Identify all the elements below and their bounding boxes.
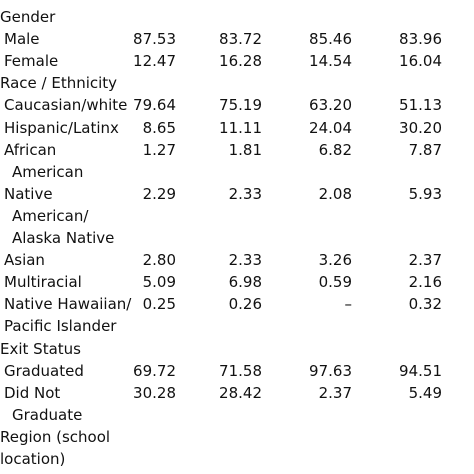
value-cell: 2.33: [228, 184, 262, 203]
value-cell: 79.64: [133, 96, 176, 115]
table-row: Pacific Islander: [0, 315, 474, 337]
value-cell: 2.16: [408, 273, 442, 292]
value-cell: 75.19: [219, 96, 262, 115]
section-heading: Region (school: [0, 427, 111, 446]
value-cell: 6.98: [228, 273, 262, 292]
table-row: Graduate: [0, 404, 474, 426]
value-cell: 24.04: [309, 118, 352, 137]
table-row: Male 87.53 83.72 85.46 83.96: [0, 28, 474, 50]
value-cell: 2.80: [142, 251, 176, 270]
table-row: Did Not 30.28 28.42 2.37 5.49: [0, 382, 474, 404]
value-cell: 2.29: [142, 184, 176, 203]
section-heading: location): [0, 450, 66, 468]
value-cell: 87.53: [133, 30, 176, 49]
value-cell: 94.51: [399, 361, 442, 380]
row-label: Asian: [4, 251, 45, 270]
row-label: Multiracial: [4, 273, 82, 292]
value-cell: 8.65: [142, 118, 176, 137]
value-cell: –: [344, 295, 353, 314]
row-label: Male: [4, 30, 40, 49]
value-cell: 1.81: [228, 140, 262, 159]
section-heading: Gender: [0, 8, 56, 26]
value-cell: 83.72: [219, 30, 262, 49]
table-row: Native 2.29 2.33 2.08 5.93: [0, 183, 474, 205]
section-heading: Exit Status: [0, 339, 81, 358]
table-row: Graduated 69.72 71.58 97.63 94.51: [0, 360, 474, 382]
row-label: African: [4, 140, 57, 159]
table-row: Female 12.47 16.28 14.54 16.04: [0, 50, 474, 72]
value-cell: 30.20: [399, 118, 442, 137]
row-label: Native: [4, 184, 53, 203]
value-cell: 85.46: [309, 30, 352, 49]
value-cell: 63.20: [309, 96, 352, 115]
row-label: Female: [4, 52, 59, 71]
value-cell: 0.32: [408, 295, 442, 314]
value-cell: 7.87: [408, 140, 442, 159]
value-cell: 0.25: [142, 295, 176, 314]
value-cell: 14.54: [309, 52, 352, 71]
value-cell: 16.04: [399, 52, 442, 71]
value-cell: 2.37: [318, 383, 352, 402]
row-label: Pacific Islander: [4, 317, 117, 336]
row-label: Alaska Native: [12, 229, 115, 247]
value-cell: 51.13: [399, 96, 442, 115]
value-cell: 16.28: [219, 52, 262, 71]
row-label: Did Not: [4, 383, 61, 402]
table-row: Asian 2.80 2.33 3.26 2.37: [0, 249, 474, 271]
value-cell: 83.96: [399, 30, 442, 49]
value-cell: 6.82: [318, 140, 352, 159]
value-cell: 2.33: [228, 251, 262, 270]
value-cell: 97.63: [309, 361, 352, 380]
table-row: Hispanic/Latinx 8.65 11.11 24.04 30.20: [0, 117, 474, 139]
table-row: Multiracial 5.09 6.98 0.59 2.16: [0, 271, 474, 293]
value-cell: 11.11: [219, 118, 262, 137]
row-label: American/: [12, 206, 89, 225]
value-cell: 3.26: [318, 251, 352, 270]
section-row: Race / Ethnicity: [0, 72, 474, 94]
row-label: American: [12, 162, 84, 181]
value-cell: 5.09: [142, 273, 176, 292]
table-row: Caucasian/white 79.64 75.19 63.20 51.13: [0, 94, 474, 116]
value-cell: 12.47: [133, 52, 176, 71]
value-cell: 5.49: [408, 383, 442, 402]
value-cell: 71.58: [219, 361, 262, 380]
value-cell: 0.59: [318, 273, 352, 292]
table-row: African 1.27 1.81 6.82 7.87: [0, 139, 474, 161]
row-label: Native Hawaiian/: [4, 295, 132, 314]
row-label: Graduated: [4, 361, 84, 380]
section-row: location): [0, 448, 474, 470]
section-heading: Race / Ethnicity: [0, 74, 118, 93]
section-row: Exit Status: [0, 338, 474, 360]
value-cell: 0.26: [228, 295, 262, 314]
value-cell: 69.72: [133, 361, 176, 380]
value-cell: 2.08: [318, 184, 352, 203]
row-label: Hispanic/Latinx: [4, 118, 119, 137]
table-row: Native Hawaiian/0.25 0.26 – 0.32: [0, 293, 474, 315]
section-row: Region (school: [0, 426, 474, 448]
value-cell: 30.28: [133, 383, 176, 402]
table-row: American/: [0, 205, 474, 227]
value-cell: 28.42: [219, 383, 262, 402]
value-cell: 2.37: [408, 251, 442, 270]
row-label: Caucasian/white: [4, 96, 128, 115]
value-cell: 5.93: [408, 184, 442, 203]
section-row: Gender: [0, 6, 474, 28]
row-label: Graduate: [12, 405, 83, 424]
table-row: Alaska Native: [0, 227, 474, 249]
value-cell: 1.27: [142, 140, 176, 159]
table-row: American: [0, 161, 474, 183]
